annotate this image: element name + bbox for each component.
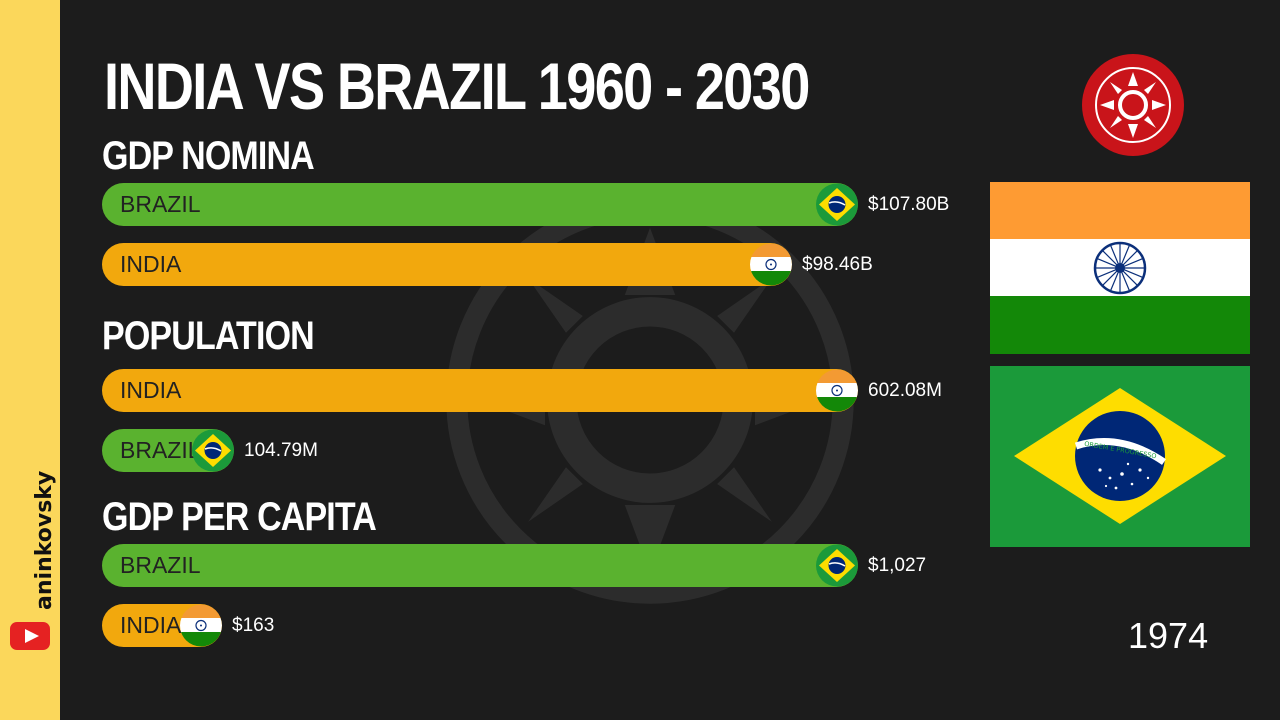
bar-label: INDIA	[120, 612, 182, 638]
bar-label: INDIA	[120, 377, 182, 403]
gdp-nomina-bar-brazil: BRAZIL	[102, 183, 858, 226]
population-value-brazil: 104.79M	[244, 440, 318, 461]
gdp-nomina-value-india: $98.46B	[802, 254, 873, 275]
brazil-flag-icon	[816, 183, 858, 226]
page-title: INDIA VS BRAZIL 1960 - 2030	[104, 49, 810, 123]
population-value-india: 602.08M	[868, 380, 942, 401]
gdp-per-capita-bar-brazil: BRAZIL	[102, 544, 858, 587]
year-indicator: 1974	[1128, 615, 1209, 656]
gdp-per-capita-value-brazil: $1,027	[868, 555, 927, 576]
population-bar-india: INDIA	[102, 369, 858, 412]
gdp-per-capita-value-india: $163	[232, 615, 275, 636]
brazil-flag-icon	[816, 544, 858, 587]
brazil-flag: ORDEM E PROGRESSO	[990, 366, 1250, 547]
section-title-population: POPULATION	[102, 314, 315, 358]
section-title-gdp-nomina: GDP NOMINA	[102, 134, 315, 178]
sidebar-strip: aninkovsky	[0, 0, 60, 720]
bar-label: BRAZIL	[120, 552, 201, 578]
brazil-flag-icon	[192, 429, 234, 472]
population-bar-brazil: BRAZIL	[102, 429, 234, 472]
channel-name: aninkovsky	[32, 470, 57, 610]
channel-branding[interactable]: aninkovsky	[10, 470, 57, 660]
bar-label: BRAZIL	[120, 437, 201, 463]
india-flag-icon	[750, 243, 792, 286]
india-flag-icon	[816, 369, 858, 412]
gdp-nomina-value-brazil: $107.80B	[868, 194, 950, 215]
india-flag	[990, 182, 1250, 354]
bar-label: BRAZIL	[120, 191, 201, 217]
bar-label: INDIA	[120, 251, 182, 277]
gdp-per-capita-bar-india: INDIA	[102, 604, 222, 647]
youtube-icon	[10, 622, 50, 650]
gdp-nomina-bar-india: INDIA	[102, 243, 792, 286]
channel-emblem-icon	[1082, 54, 1184, 156]
section-title-gdp-per-capita: GDP PER CAPITA	[102, 495, 377, 539]
india-flag-icon	[180, 604, 222, 647]
